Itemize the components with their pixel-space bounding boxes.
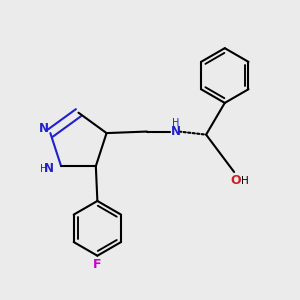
Text: H: H <box>241 176 249 186</box>
Text: H: H <box>172 118 180 128</box>
Text: N: N <box>44 162 54 175</box>
Text: N: N <box>38 122 49 135</box>
Text: H: H <box>40 164 47 174</box>
Text: N: N <box>171 125 181 138</box>
Text: F: F <box>93 258 102 271</box>
Text: O: O <box>230 174 241 187</box>
